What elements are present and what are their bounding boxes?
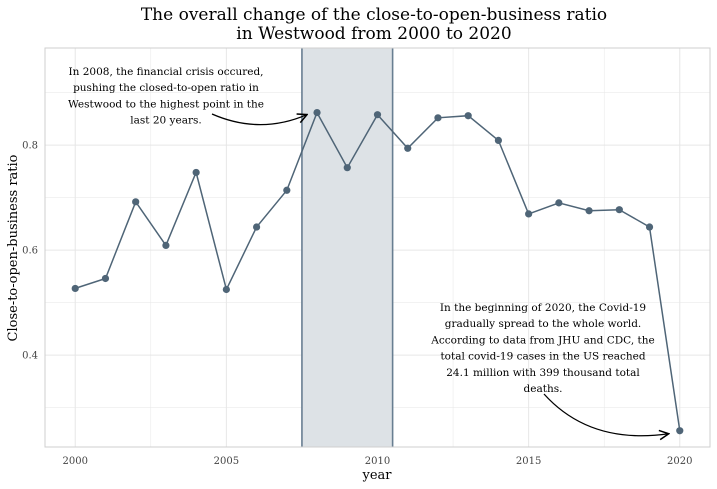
data-point-2015 [525,210,533,218]
chart-title-line-1: The overall change of the close-to-open-… [141,5,607,25]
data-point-2016 [555,199,563,207]
annotation-2-line: total covid-19 cases in the US reached [440,351,645,363]
y-tick-label: 0.4 [22,351,38,362]
x-tick-label: 2015 [516,456,541,467]
data-point-2004 [192,168,200,177]
annotation-1-line: last 20 years. [130,115,201,127]
data-point-2001 [101,274,110,283]
x-tick-label: 2000 [63,456,88,467]
data-point-2010 [373,111,382,119]
y-axis-ticks: 0.4 0.6 0.8 [22,141,38,362]
data-point-2018 [615,206,623,214]
x-tick-label: 2005 [214,456,239,467]
x-tick-label: 2020 [667,456,692,467]
annotation-2-line: 24.1 million with 399 thousand total [446,367,640,379]
data-point-2003 [162,241,170,249]
data-point-2006 [252,223,261,231]
annotation-1-line: Westwood to the highest point in the [68,98,264,110]
data-point-2005 [222,285,230,294]
annotation-1-line: pushing the closed-to-open ratio in [73,82,259,94]
data-point-2000 [71,284,79,293]
x-tick-label: 2010 [365,456,390,467]
y-axis-label: Close-to-open-business ratio [6,154,21,341]
chart-title-line-2: in Westwood from 2000 to 2020 [236,24,511,44]
data-point-2019 [645,223,654,231]
data-point-2020 [676,427,684,435]
annotation-1-line: In 2008, the financial crisis occured, [68,66,263,78]
series-points [71,108,684,435]
annotation-2-line: In the beginning of 2020, the Covid-19 [440,302,646,314]
data-point-2008 [313,108,321,117]
highlight-band [301,48,393,447]
data-point-2012 [434,114,442,122]
data-point-2014 [494,136,503,144]
data-point-2007 [283,186,291,194]
data-point-2009 [343,164,351,172]
x-axis-label: year [361,468,392,483]
panel-border [44,47,711,448]
y-tick-label: 0.6 [22,246,38,257]
data-point-2013 [464,112,472,120]
annotation-1-arrow [211,114,307,126]
annotations: In 2008, the financial crisis occured, pu… [68,66,669,436]
annotation-2-line: According to data from JHU and CDC, the [430,334,654,346]
data-point-2002 [132,198,140,206]
y-tick-label: 0.8 [22,141,38,152]
data-point-2011 [404,144,412,152]
annotation-2-line: deaths. [524,383,563,395]
highlight-region [301,48,394,447]
data-point-2017 [585,207,593,215]
annotation-2-arrow [543,393,669,436]
x-axis-ticks: 2000 2005 2010 2015 2020 [63,456,693,467]
annotation-2-line: gradually spread to the whole world. [445,318,642,330]
